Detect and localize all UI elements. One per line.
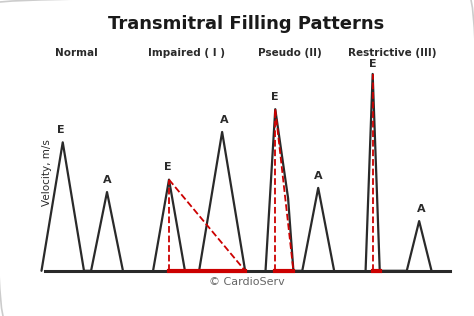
Title: Transmitral Filling Patterns: Transmitral Filling Patterns (109, 15, 384, 33)
Text: E: E (57, 125, 64, 135)
Text: E: E (164, 162, 172, 173)
Text: E: E (272, 92, 279, 102)
Text: E: E (369, 59, 376, 69)
Text: A: A (417, 204, 426, 214)
Text: A: A (314, 171, 322, 181)
Text: A: A (220, 115, 228, 125)
Text: Impaired ( I ): Impaired ( I ) (148, 48, 225, 58)
Text: Normal: Normal (55, 48, 97, 58)
Text: Pseudo (II): Pseudo (II) (258, 48, 322, 58)
Text: A: A (103, 175, 111, 185)
Text: Velocity, m/s: Velocity, m/s (42, 139, 52, 206)
Text: Restrictive (III): Restrictive (III) (348, 48, 437, 58)
Text: © CardioServ: © CardioServ (209, 276, 284, 287)
